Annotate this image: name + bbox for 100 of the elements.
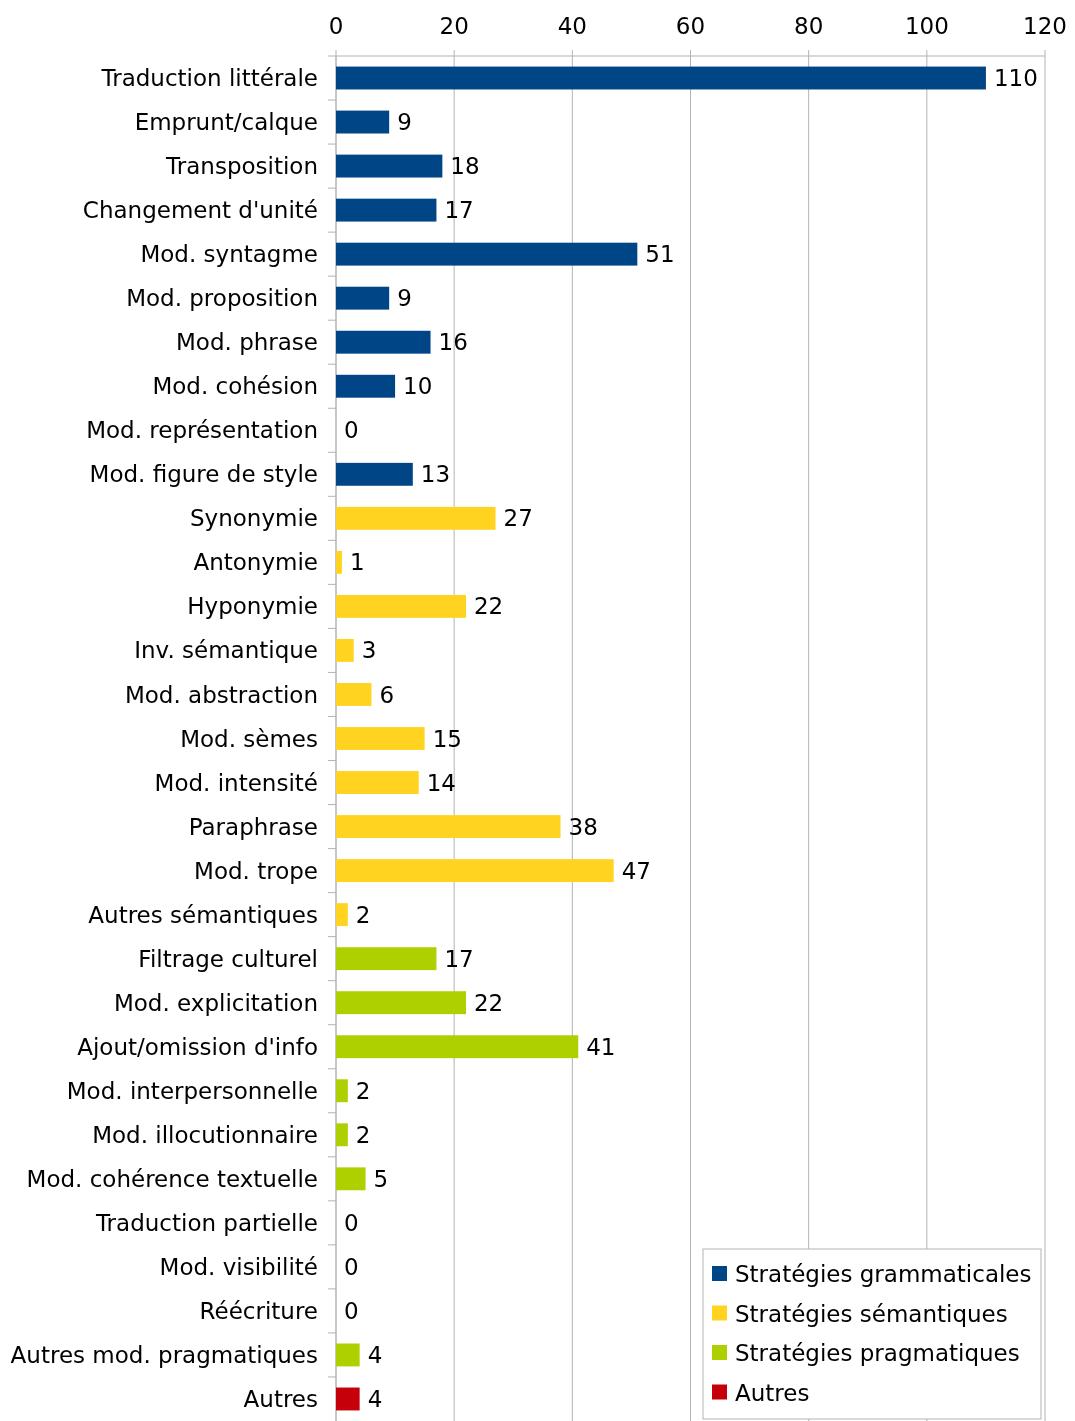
legend-label: Stratégies pragmatiques: [735, 1340, 1020, 1367]
bar: [336, 903, 348, 927]
bar: [336, 154, 443, 178]
x-tick-label: 0: [328, 13, 344, 39]
y-tick-label: Mod. syntagme: [140, 241, 318, 268]
bar: [336, 859, 614, 883]
data-label: 10: [403, 373, 433, 400]
y-tick-label: Mod. explicitation: [113, 989, 318, 1016]
bar: [336, 330, 431, 354]
x-tick-label: 80: [794, 13, 824, 39]
data-label: 110: [993, 65, 1038, 92]
y-tick-label: Mod. proposition: [126, 285, 318, 312]
bar: [336, 66, 986, 90]
data-label: 47: [621, 857, 651, 884]
bar: [336, 1343, 360, 1367]
bar: [336, 506, 496, 530]
y-tick-label: Autres: [243, 1386, 318, 1413]
bar: [336, 594, 466, 618]
y-tick-label: Mod. sèmes: [180, 725, 318, 752]
bar: [336, 198, 437, 222]
data-label: 27: [503, 505, 533, 532]
data-label: 14: [426, 769, 456, 796]
data-label: 0: [344, 1297, 359, 1324]
bar: [336, 771, 419, 794]
data-label: 22: [473, 989, 504, 1016]
y-tick-label: Ajout/omission d'info: [77, 1033, 318, 1060]
y-tick-label: Transposition: [165, 153, 318, 180]
data-label: 41: [586, 1033, 616, 1060]
bar: [336, 550, 342, 574]
bar: [336, 1079, 348, 1103]
data-label: 2: [355, 901, 371, 928]
y-tick-label: Mod. cohésion: [152, 373, 318, 400]
data-label: 5: [373, 1165, 389, 1192]
bar: [336, 1387, 360, 1411]
x-tick-label: 120: [1023, 13, 1067, 39]
y-tick-label: Hyponymie: [187, 593, 318, 620]
bar: [336, 1167, 366, 1191]
bar: [336, 638, 354, 662]
data-label: 17: [444, 945, 474, 972]
y-tick-label: Mod. phrase: [176, 329, 318, 356]
data-label: 3: [361, 637, 377, 664]
data-label: 4: [367, 1342, 383, 1368]
y-tick-label: Filtrage culturel: [138, 945, 318, 972]
x-tick-label: 60: [675, 13, 706, 39]
y-tick-label: Mod. visibilité: [159, 1253, 318, 1280]
data-label: 0: [344, 1253, 359, 1280]
bar: [336, 242, 638, 266]
bar: [336, 727, 425, 750]
data-label: 4: [367, 1386, 383, 1413]
y-tick-label: Mod. figure de style: [89, 461, 318, 488]
x-tick-label: 20: [439, 13, 469, 39]
y-tick-label: Mod. intensité: [154, 769, 318, 796]
y-tick-label: Mod. cohérence textuelle: [26, 1165, 318, 1192]
bar: [336, 991, 466, 1015]
data-label: 18: [450, 153, 480, 180]
y-tick-label: Synonymie: [190, 505, 318, 532]
data-label: 0: [344, 1209, 359, 1236]
bar: [336, 462, 413, 486]
legend-label: Stratégies sémantiques: [735, 1300, 1008, 1327]
y-tick-label: Mod. interpersonnelle: [66, 1077, 318, 1104]
y-tick-label: Emprunt/calque: [134, 109, 318, 136]
y-tick-label: Mod. trope: [194, 857, 318, 884]
data-label: 15: [432, 725, 462, 752]
data-label: 9: [397, 109, 412, 136]
bar: [336, 110, 390, 134]
data-label: 6: [379, 681, 395, 708]
y-tick-label: Inv. sémantique: [134, 637, 318, 664]
bar: [336, 815, 561, 839]
y-tick-label: Paraphrase: [188, 813, 318, 840]
data-label: 2: [355, 1121, 371, 1148]
y-tick-label: Mod. représentation: [86, 417, 318, 444]
y-tick-label: Traduction littérale: [100, 65, 318, 92]
y-tick-label: Autres sémantiques: [88, 901, 318, 928]
bar: [336, 683, 372, 706]
y-tick-label: Mod. abstraction: [124, 681, 318, 708]
data-label: 51: [645, 241, 675, 268]
data-label: 13: [420, 461, 451, 488]
y-tick-label: Traduction partielle: [94, 1209, 318, 1236]
data-label: 0: [344, 417, 359, 444]
data-label: 22: [473, 593, 504, 620]
legend-label: Stratégies grammaticales: [735, 1261, 1032, 1288]
x-tick-label: 40: [557, 13, 587, 39]
bar: [336, 1123, 348, 1147]
y-tick-label: Autres mod. pragmatiques: [10, 1342, 318, 1368]
data-label: 17: [444, 197, 474, 224]
y-tick-label: Mod. illocutionnaire: [92, 1121, 318, 1148]
data-label: 1: [349, 549, 365, 576]
y-tick-label: Antonymie: [193, 549, 318, 576]
bar: [336, 947, 437, 971]
bar: [336, 1035, 579, 1059]
data-label: 2: [355, 1077, 371, 1104]
y-tick-label: Réécriture: [199, 1297, 318, 1324]
y-tick-label: Changement d'unité: [82, 197, 318, 224]
data-label: 9: [397, 285, 412, 312]
data-label: 38: [568, 813, 598, 840]
bar: [336, 286, 390, 310]
data-label: 16: [438, 329, 468, 356]
legend-label: Autres: [735, 1379, 810, 1406]
x-tick-label: 100: [904, 13, 949, 39]
bar: [336, 374, 396, 398]
